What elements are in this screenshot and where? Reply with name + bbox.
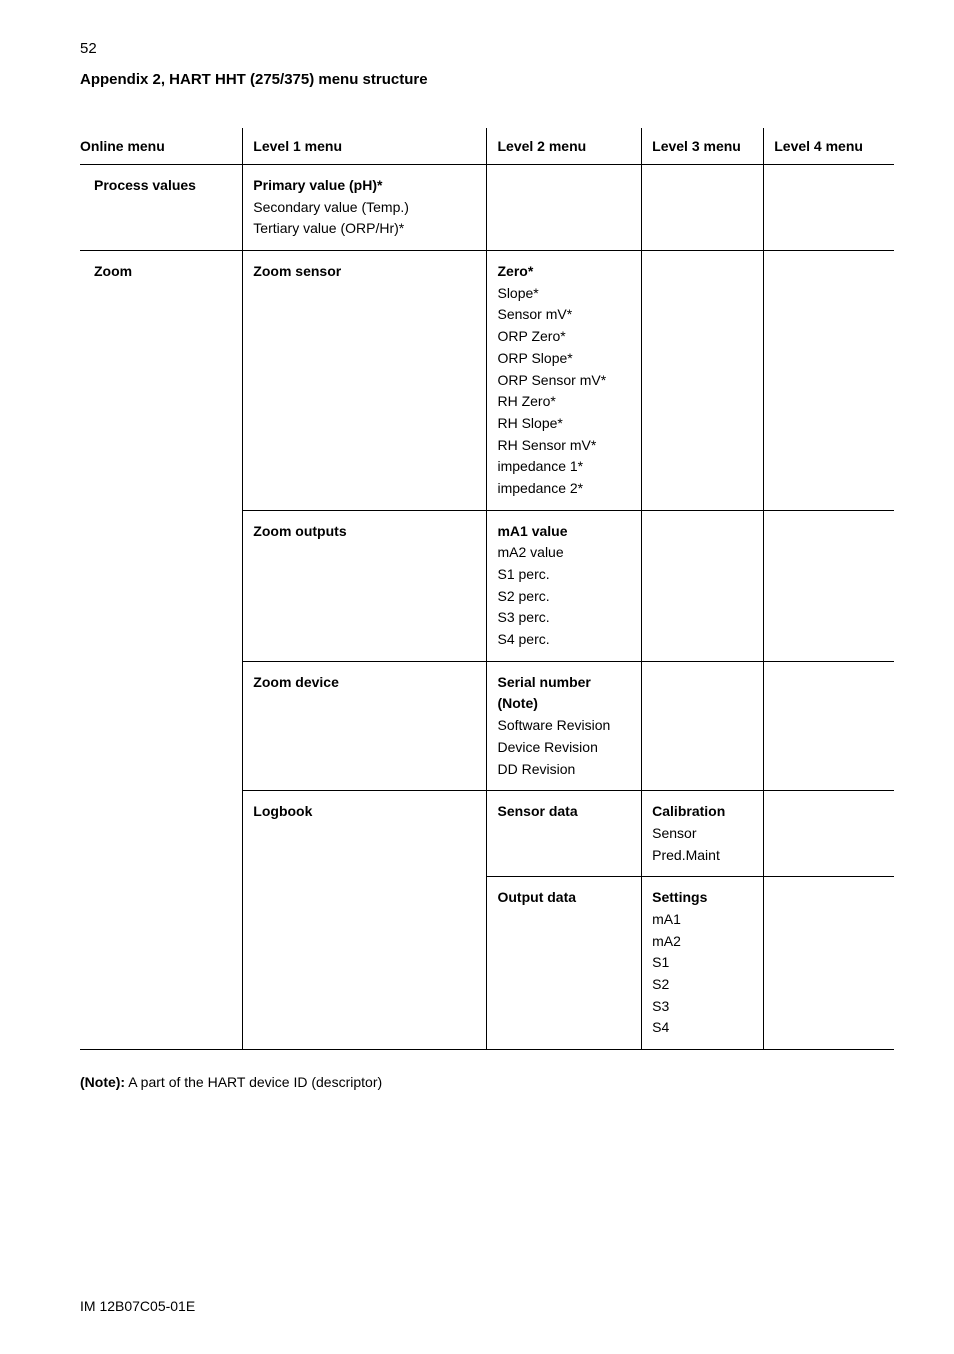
zero-item: Zero* — [497, 263, 533, 279]
list-item: mA1 — [652, 911, 681, 927]
list-item: Sensor mV* — [497, 306, 572, 322]
list-item: Pred.Maint — [652, 847, 720, 863]
empty-cell — [764, 661, 894, 790]
list-item: impedance 1* — [497, 458, 583, 474]
zoom-label: Zoom — [80, 251, 243, 1050]
sensor-data-l2: Sensor data — [487, 791, 642, 877]
settings-item: Settings — [652, 889, 707, 905]
list-item: S4 — [652, 1019, 669, 1035]
tertiary-value: Tertiary value (ORP/Hr)* — [253, 220, 404, 236]
list-item: S4 perc. — [497, 631, 549, 647]
page-title: Appendix 2, HART HHT (275/375) menu stru… — [80, 71, 894, 88]
menu-structure-table: Online menu Level 1 menu Level 2 menu Le… — [80, 128, 894, 1050]
list-item: S3 perc. — [497, 609, 549, 625]
page-number: 52 — [80, 40, 894, 57]
list-item: mA2 value — [497, 544, 563, 560]
list-item: Sensor — [652, 825, 696, 841]
header-l1: Level 1 menu — [243, 128, 487, 165]
process-values-l1: Primary value (pH)* Secondary value (Tem… — [243, 165, 487, 251]
list-item: Device Revision — [497, 739, 597, 755]
header-l3: Level 3 menu — [642, 128, 764, 165]
list-item: S2 — [652, 976, 669, 992]
empty-cell — [764, 510, 894, 661]
logbook-l1: Logbook — [243, 791, 487, 1050]
zoom-device-l2: Serial number (Note) Software Revision D… — [487, 661, 642, 790]
header-online: Online menu — [80, 128, 243, 165]
list-item: RH Sensor mV* — [497, 437, 596, 453]
serial-number-item: Serial number — [497, 674, 590, 690]
empty-cell — [764, 251, 894, 511]
zoom-outputs-l2: mA1 value mA2 value S1 perc. S2 perc. S3… — [487, 510, 642, 661]
empty-cell — [487, 165, 642, 251]
process-values-label: Process values — [80, 165, 243, 251]
table-row: Zoom Zoom sensor Zero* Slope* Sensor mV*… — [80, 251, 894, 511]
empty-cell — [764, 165, 894, 251]
list-item: S1 perc. — [497, 566, 549, 582]
list-item: ORP Slope* — [497, 350, 572, 366]
table-header-row: Online menu Level 1 menu Level 2 menu Le… — [80, 128, 894, 165]
list-item: RH Slope* — [497, 415, 562, 431]
sensor-data-l3: Calibration Sensor Pred.Maint — [642, 791, 764, 877]
note-indicator: (Note) — [497, 695, 537, 711]
list-item: S1 — [652, 954, 669, 970]
border-cell — [80, 1050, 243, 1051]
border-cell — [243, 1050, 487, 1051]
list-item: ORP Zero* — [497, 328, 565, 344]
header-l2: Level 2 menu — [487, 128, 642, 165]
list-item: ORP Sensor mV* — [497, 372, 606, 388]
list-item: S3 — [652, 998, 669, 1014]
list-item: DD Revision — [497, 761, 575, 777]
primary-value: Primary value (pH)* — [253, 177, 382, 193]
ma1-item: mA1 value — [497, 523, 567, 539]
empty-cell — [642, 251, 764, 511]
output-data-l3: Settings mA1 mA2 S1 S2 S3 S4 — [642, 877, 764, 1050]
list-item: mA2 — [652, 933, 681, 949]
list-item: RH Zero* — [497, 393, 555, 409]
note-text: (Note): A part of the HART device ID (de… — [80, 1074, 894, 1090]
border-cell — [642, 1050, 764, 1051]
zoom-sensor-l1: Zoom sensor — [243, 251, 487, 511]
border-cell — [487, 1050, 642, 1051]
empty-cell — [764, 877, 894, 1050]
empty-cell — [642, 165, 764, 251]
list-item: S2 perc. — [497, 588, 549, 604]
note-body: A part of the HART device ID (descriptor… — [125, 1074, 382, 1090]
empty-cell — [764, 791, 894, 877]
note-label: (Note): — [80, 1074, 125, 1090]
zoom-sensor-l2: Zero* Slope* Sensor mV* ORP Zero* ORP Sl… — [487, 251, 642, 511]
list-item: impedance 2* — [497, 480, 583, 496]
calibration-item: Calibration — [652, 803, 725, 819]
zoom-device-l1: Zoom device — [243, 661, 487, 790]
list-item: Slope* — [497, 285, 538, 301]
output-data-l2: Output data — [487, 877, 642, 1050]
empty-cell — [642, 510, 764, 661]
secondary-value: Secondary value (Temp.) — [253, 199, 409, 215]
table-row — [80, 1050, 894, 1051]
header-l4: Level 4 menu — [764, 128, 894, 165]
table-row: Process values Primary value (pH)* Secon… — [80, 165, 894, 251]
footer-doc-id: IM 12B07C05-01E — [80, 1298, 195, 1314]
empty-cell — [642, 661, 764, 790]
zoom-outputs-l1: Zoom outputs — [243, 510, 487, 661]
border-cell — [764, 1050, 894, 1051]
list-item: Software Revision — [497, 717, 610, 733]
